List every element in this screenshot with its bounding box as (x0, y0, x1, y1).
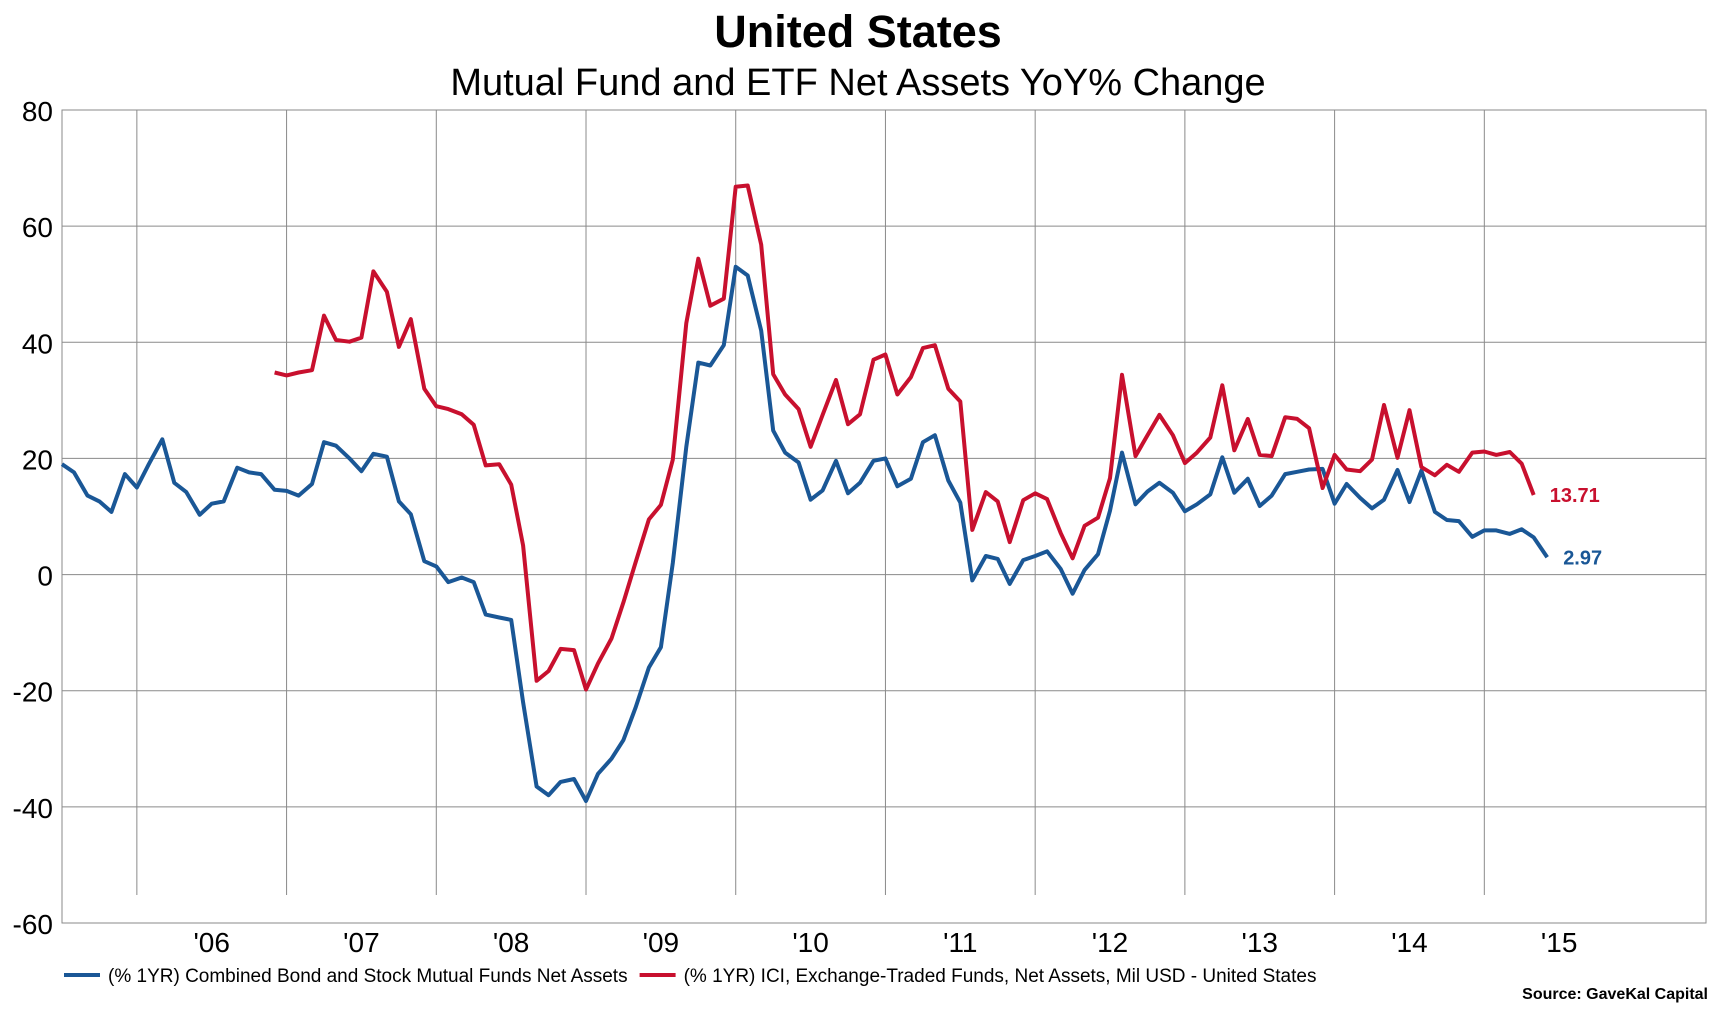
y-tick-label: 40 (22, 328, 53, 359)
legend: (% 1YR) Combined Bond and Stock Mutual F… (64, 966, 1316, 987)
x-tick-label: '08 (493, 927, 530, 958)
source-note: Source: GaveKal Capital (1522, 986, 1708, 1003)
series-line-1 (60, 264, 1549, 803)
x-tick-label: '10 (792, 927, 829, 958)
y-tick-label: 0 (37, 561, 53, 592)
grid (62, 109, 1706, 924)
y-tick-label: 80 (22, 96, 53, 127)
series-lines (60, 183, 1549, 803)
x-tick-label: '13 (1241, 927, 1278, 958)
chart-title: United States (714, 6, 1002, 57)
axes: 80 60 40 20 0 -20 -40 -60 '06 '07 '08 '09 '10 '11 '12 '… (13, 96, 1707, 958)
legend-label-1: (% 1YR) Combined Bond and Stock Mutual F… (108, 966, 628, 987)
end-labels: 2.97 13.71 (1550, 485, 1602, 569)
y-tick-label: -40 (13, 793, 53, 824)
y-tick-label: 20 (22, 444, 53, 475)
x-tick-label: '06 (193, 927, 230, 958)
series-line-2 (274, 183, 1536, 692)
y-tick-label: -20 (13, 677, 53, 708)
x-tick-label: '15 (1541, 927, 1578, 958)
chart-subtitle: Mutual Fund and ETF Net Assets YoY% Chan… (450, 62, 1266, 104)
x-tick-label: '11 (943, 927, 977, 958)
y-tick-label: -60 (13, 909, 53, 940)
end-value-label: 13.71 (1550, 485, 1600, 507)
legend-label-2: (% 1YR) ICI, Exchange-Traded Funds, Net … (684, 966, 1317, 987)
x-tick-label: '14 (1391, 927, 1428, 958)
plot-frame (61, 109, 1707, 924)
end-value-label: 2.97 (1563, 547, 1602, 569)
y-tick-label: 60 (22, 212, 53, 243)
x-tick-label: '12 (1092, 927, 1129, 958)
x-tick-label: '09 (643, 927, 680, 958)
x-tick-label: '07 (343, 927, 380, 958)
